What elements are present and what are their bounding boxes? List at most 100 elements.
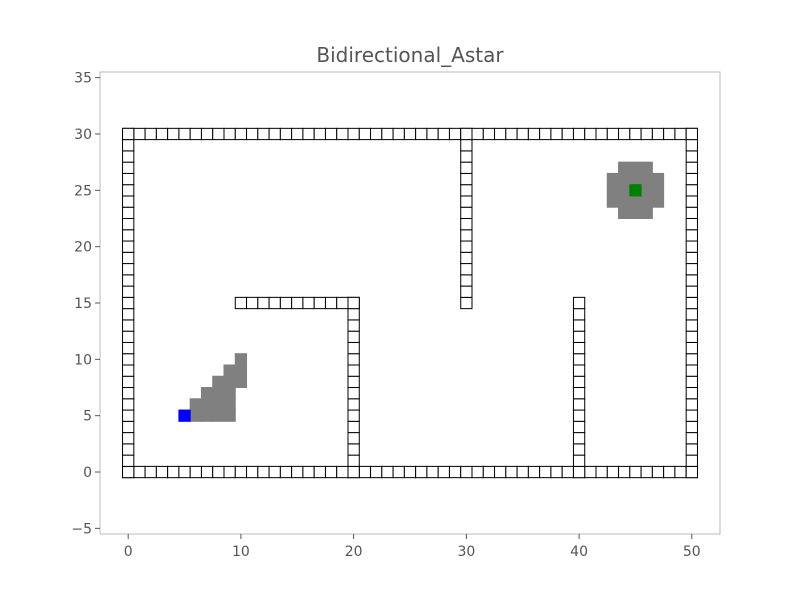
obstacle-cell — [460, 161, 473, 174]
obstacle-cell — [584, 465, 597, 479]
obstacle-cell — [234, 465, 248, 479]
obstacle-cell — [572, 364, 586, 377]
obstacle-cell — [178, 465, 191, 479]
obstacle-cell — [268, 127, 281, 141]
obstacle-cell — [572, 465, 586, 479]
obstacle-cell — [685, 308, 698, 321]
obstacle-cell — [347, 364, 360, 377]
y-tick-label: 25 — [74, 183, 92, 199]
obstacle-cell — [640, 465, 653, 479]
explored-forward-cell — [223, 375, 236, 389]
obstacle-cell — [347, 420, 360, 434]
obstacle-cell — [302, 465, 315, 479]
obstacle-cell — [685, 195, 698, 208]
obstacle-cell — [234, 296, 248, 310]
obstacle-cell — [122, 296, 135, 310]
obstacle-cell — [347, 319, 360, 332]
obstacle-cell — [122, 387, 135, 400]
obstacle-cell — [482, 127, 496, 141]
obstacle-cell — [685, 184, 698, 197]
explored-forward-cell — [212, 398, 225, 411]
obstacle-cell — [313, 127, 326, 141]
obstacle-cell — [494, 465, 507, 479]
obstacle-cell — [685, 330, 698, 343]
explored-backward-cell — [629, 195, 642, 208]
obstacle-cell — [167, 127, 180, 141]
obstacle-cell — [347, 296, 360, 310]
obstacle-cell — [122, 353, 135, 366]
start-marker — [178, 409, 191, 422]
obstacle-cell — [685, 127, 698, 141]
explored-forward-cell — [234, 364, 248, 377]
explored-forward-cell — [212, 375, 225, 389]
obstacle-cell — [460, 172, 473, 186]
obstacle-cell — [471, 465, 484, 479]
obstacle-cell — [257, 296, 270, 310]
obstacle-cell — [347, 409, 360, 422]
obstacle-cell — [122, 195, 135, 208]
obstacle-cell — [685, 161, 698, 174]
obstacle-cell — [291, 296, 304, 310]
explored-backward-cell — [618, 161, 631, 174]
obstacle-cell — [460, 195, 473, 208]
obstacle-cell — [572, 308, 586, 321]
obstacle-cell — [291, 127, 304, 141]
obstacle-cell — [403, 465, 417, 479]
obstacle-cell — [685, 150, 698, 163]
x-tick-label: 0 — [124, 544, 133, 560]
obstacle-cell — [223, 127, 236, 141]
obstacle-cell — [324, 465, 338, 479]
obstacle-cell — [685, 206, 698, 219]
obstacle-cell — [448, 465, 462, 479]
obstacle-cell — [572, 387, 586, 400]
x-tick-label: 40 — [570, 544, 588, 560]
obstacle-cell — [122, 240, 135, 253]
explored-forward-cell — [223, 398, 236, 411]
obstacle-cell — [234, 127, 248, 141]
obstacle-cell — [685, 364, 698, 377]
obstacle-cell — [347, 443, 360, 456]
obstacle-cell — [189, 127, 202, 141]
obstacle-cell — [302, 296, 315, 310]
obstacle-cell — [640, 127, 653, 141]
obstacle-cell — [460, 139, 473, 152]
obstacle-cell — [460, 240, 473, 253]
obstacle-cell — [144, 127, 157, 141]
obstacle-cell — [685, 353, 698, 366]
obstacle-cell — [347, 308, 360, 321]
obstacle-cell — [313, 296, 326, 310]
obstacle-cell — [663, 127, 676, 141]
obstacle-cell — [122, 465, 135, 479]
obstacle-cell — [527, 127, 541, 141]
obstacle-cell — [347, 387, 360, 400]
explored-backward-cell — [618, 172, 631, 186]
obstacle-cell — [167, 465, 180, 479]
obstacle-cell — [426, 127, 439, 141]
obstacle-cell — [246, 296, 259, 310]
y-tick-label: 30 — [74, 127, 92, 143]
obstacle-cell — [144, 465, 157, 479]
obstacle-cell — [516, 127, 529, 141]
explored-backward-cell — [629, 206, 642, 219]
obstacle-cell — [618, 465, 631, 479]
explored-cells — [189, 161, 665, 422]
obstacle-cell — [460, 217, 473, 231]
obstacle-cell — [336, 296, 349, 310]
obstacle-cell — [437, 127, 450, 141]
obstacle-cell — [685, 341, 698, 355]
obstacle-cell — [212, 127, 225, 141]
explored-forward-cell — [200, 398, 214, 411]
obstacle-cell — [572, 353, 586, 366]
obstacle-cell — [651, 465, 665, 479]
obstacle-cell — [279, 465, 293, 479]
y-tick-label: 0 — [83, 465, 92, 481]
obstacle-cell — [606, 127, 620, 141]
obstacle-cell — [122, 285, 135, 298]
obstacle-cell — [279, 127, 293, 141]
obstacle-cell — [685, 263, 698, 276]
explored-backward-cell — [606, 172, 620, 186]
explored-backward-cell — [651, 184, 665, 197]
obstacle-cell — [460, 127, 473, 141]
obstacle-cell — [685, 229, 698, 242]
obstacle-cell — [347, 432, 360, 445]
